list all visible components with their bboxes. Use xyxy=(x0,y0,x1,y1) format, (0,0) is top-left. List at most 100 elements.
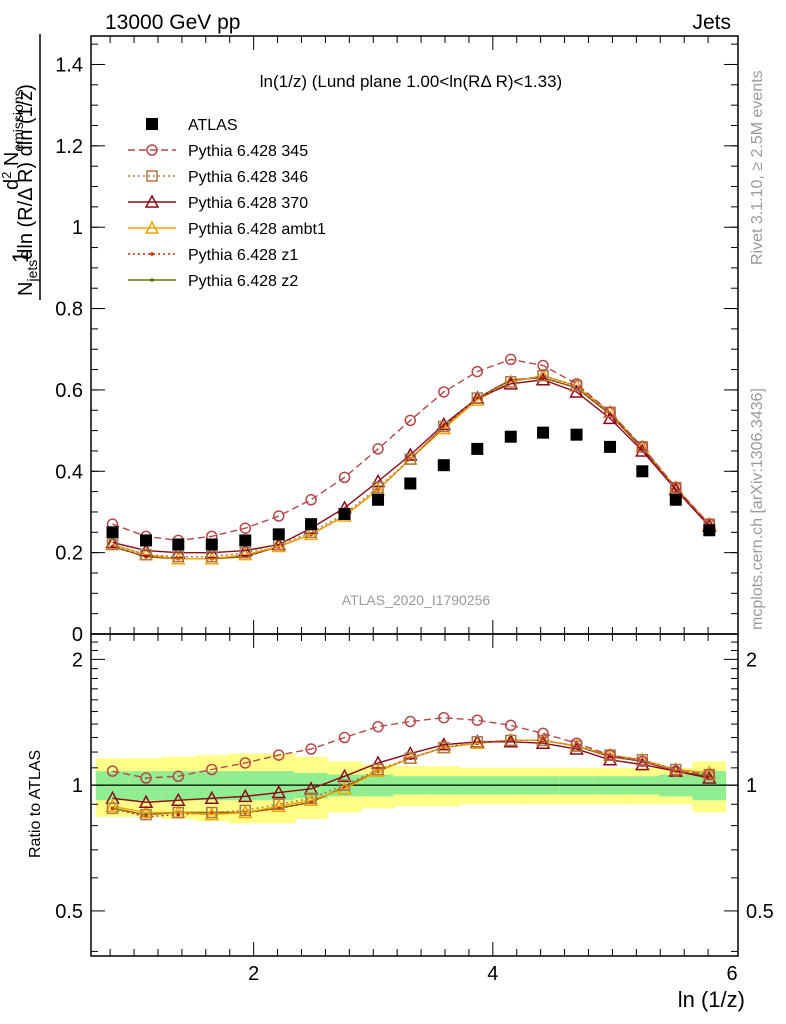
data-point xyxy=(172,538,185,551)
data-point xyxy=(140,548,152,561)
data-point xyxy=(570,378,583,390)
ratio-series-layer xyxy=(105,711,717,821)
ratio-y-tick-label-left: 2 xyxy=(72,649,83,671)
data-point xyxy=(505,376,517,388)
data-point xyxy=(636,465,649,478)
ratio-y-tick-label-left: 0.5 xyxy=(55,901,83,923)
legend-marker xyxy=(144,194,160,208)
data-point xyxy=(505,353,517,366)
series-atlas xyxy=(106,426,716,551)
series-pythia-6-428-ambt1 xyxy=(105,368,717,565)
ratio-point xyxy=(303,792,319,807)
legend-label: ATLAS xyxy=(188,117,238,134)
ratio-point xyxy=(372,720,384,733)
data-point xyxy=(372,481,384,494)
data-point xyxy=(438,386,450,398)
svg-text:ln(1/z) (Lund plane 1.00<ln(RΔ: ln(1/z) (Lund plane 1.00<ln(RΔ R)<1.33) xyxy=(260,72,562,91)
ratio-point xyxy=(206,763,218,776)
ratio-point xyxy=(105,798,120,813)
main-y-tick-label: 1.4 xyxy=(55,54,83,76)
data-point xyxy=(471,365,484,378)
data-point xyxy=(206,550,218,563)
ratio-point xyxy=(106,765,119,777)
ratio-point xyxy=(570,740,583,752)
ratio-point xyxy=(171,792,186,807)
legend-entry: Pythia 6.428 z2 xyxy=(128,273,298,290)
x-axis-label: ln (1/z) xyxy=(678,987,745,1012)
ratio-point xyxy=(505,719,517,732)
data-point xyxy=(604,440,617,453)
data-point xyxy=(437,459,450,472)
ratio-line xyxy=(112,717,710,779)
ratio-point xyxy=(204,807,220,821)
ratio-y-tick-label-right: 2 xyxy=(746,649,757,671)
ratio-point xyxy=(204,790,220,805)
legend-marker xyxy=(150,252,154,256)
x-tick-label: 4 xyxy=(487,963,498,985)
ratio-uncertainty-bands xyxy=(91,753,738,824)
main-y-tick-label: 0 xyxy=(72,624,83,646)
legend-label: Pythia 6.428 ambt1 xyxy=(188,221,326,238)
legend-marker xyxy=(146,118,158,130)
ratio-point xyxy=(305,792,317,805)
ratio-point xyxy=(305,743,317,755)
ratio-point xyxy=(238,788,253,803)
series-line xyxy=(112,377,710,560)
series-pythia-6-428-z2 xyxy=(110,375,712,561)
ratio-point xyxy=(176,812,181,817)
data-point xyxy=(172,550,185,563)
axes-ticks: 0 0.2 0.4 0.6 0.8 1 1.2 1.4 2 4 6 0.5 0.5 1 1 2 2 xyxy=(55,36,774,985)
legend-label: Pythia 6.428 370 xyxy=(188,195,308,212)
data-point xyxy=(305,494,317,506)
series-pythia-6-428-z1 xyxy=(110,375,712,561)
data-point xyxy=(504,430,517,443)
rivet-label: Rivet 3.1.10, ≥ 2.5M events xyxy=(749,70,766,265)
data-point xyxy=(105,534,120,549)
data-point xyxy=(570,428,583,441)
ratio-y-tick-label-right: 0.5 xyxy=(746,901,774,923)
ratio-point xyxy=(338,731,351,744)
ratio-point xyxy=(505,734,517,747)
mcplots-label: mcplots.cern.ch [arXiv:1306.3436] xyxy=(749,388,766,630)
legend-marker xyxy=(150,278,154,282)
ratio-point xyxy=(570,737,583,749)
ratio-y-tick-label-right: 1 xyxy=(746,775,757,797)
legend-label: Pythia 6.428 346 xyxy=(188,169,308,186)
ratio-point xyxy=(438,741,450,754)
main-y-tick-label: 0.6 xyxy=(55,380,83,402)
legend-entry: Pythia 6.428 345 xyxy=(128,143,308,160)
data-point xyxy=(239,534,252,547)
watermark: ATLAS_2020_I1790256 xyxy=(342,592,491,608)
ratio-point xyxy=(537,734,549,747)
x-tick-label: 2 xyxy=(248,963,259,985)
ratio-point xyxy=(271,784,287,799)
ratio-point xyxy=(370,755,386,769)
legend-entry: Pythia 6.428 ambt1 xyxy=(128,220,326,238)
data-point xyxy=(537,426,550,439)
svg-text:Njetsdln (R/Δ R) dln (1/z): Njetsdln (R/Δ R) dln (1/z) xyxy=(15,84,40,296)
ratio-point xyxy=(535,735,551,749)
data-point xyxy=(273,510,285,522)
ratio-point xyxy=(503,734,519,748)
ratio-point xyxy=(140,808,152,821)
ratio-point xyxy=(271,798,287,813)
ratio-point xyxy=(238,804,253,819)
ratio-point xyxy=(372,763,384,776)
data-point xyxy=(636,441,649,453)
main-y-tick-label: 0.2 xyxy=(55,543,83,565)
data-point xyxy=(140,534,153,547)
ratio-point xyxy=(703,768,716,781)
ratio-point xyxy=(273,798,285,811)
ratio-point xyxy=(702,770,717,784)
data-point xyxy=(239,546,252,559)
data-point xyxy=(370,473,386,488)
data-point xyxy=(305,518,318,531)
ratio-point xyxy=(604,749,616,761)
ratio-point xyxy=(471,714,484,726)
ratio-point xyxy=(338,779,351,791)
series-pythia-6-428-370 xyxy=(105,372,717,559)
ratio-point xyxy=(337,768,352,783)
ratio-frame xyxy=(90,633,739,957)
ratio-point xyxy=(471,736,484,748)
ratio-point xyxy=(172,770,185,783)
